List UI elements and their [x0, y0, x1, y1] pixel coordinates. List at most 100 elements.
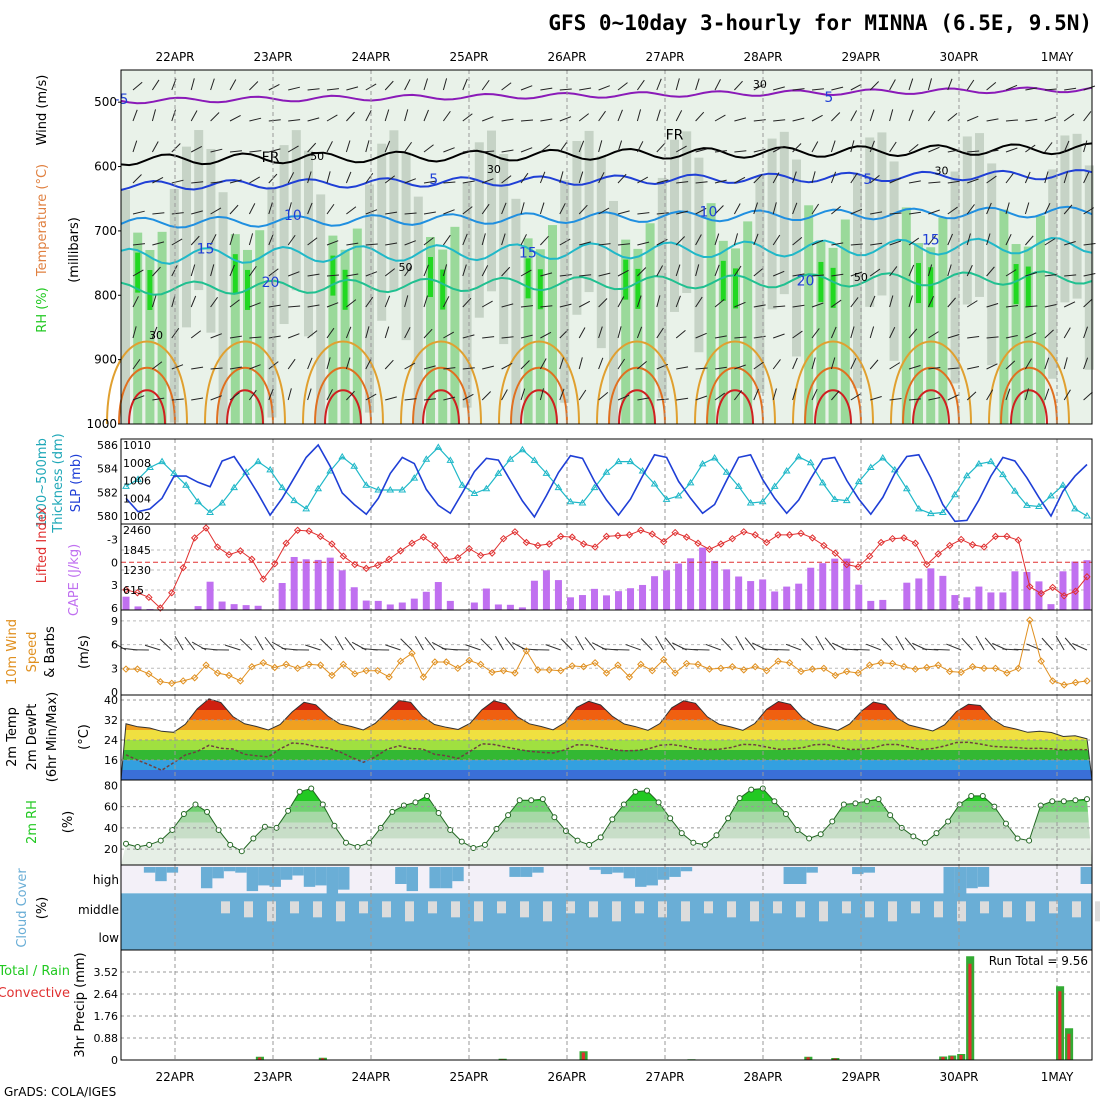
wind-speed-point: [1014, 664, 1023, 673]
thickness-point: [674, 491, 683, 499]
rh-contour-label: 30: [149, 329, 163, 342]
wind-barb: [908, 398, 921, 401]
surface-wind-barb: [1055, 635, 1065, 651]
wind-barb: [986, 202, 992, 215]
cape-bar: [398, 602, 406, 610]
lifted-index-point: [991, 532, 1000, 541]
wind-speed-point: [888, 659, 897, 668]
wind-barb: [870, 242, 883, 246]
warm-contour: [792, 340, 874, 425]
thickness-point: [602, 468, 611, 475]
cape-tick-label: 2460: [123, 524, 151, 537]
wind-barb: [443, 147, 455, 153]
wind-barb: [889, 240, 902, 246]
rh-point: [806, 835, 813, 842]
wind-speed-point: [511, 669, 519, 677]
wind-barb: [540, 87, 553, 91]
wind-barb: [442, 264, 448, 277]
lifted-index-point: [145, 593, 153, 602]
wind-barb: [947, 206, 958, 215]
wind-barb: [481, 233, 486, 246]
wind-barb: [1005, 119, 1018, 122]
wind-barb: [772, 388, 777, 401]
warm-contour: [596, 340, 678, 425]
wind-speed-point: [293, 664, 302, 673]
cloud-high-bar: [806, 867, 818, 873]
wind-barb: [287, 358, 296, 370]
wind-barb: [927, 110, 936, 122]
date-label-bottom: 23APR: [253, 1070, 292, 1084]
cape-bar: [554, 580, 562, 610]
wind-barb: [869, 109, 875, 122]
wind-barb: [1083, 85, 1096, 91]
rh-point: [204, 808, 211, 815]
rh-shade: [962, 136, 972, 305]
cloud-gap: [1072, 901, 1081, 918]
wind-barb: [1044, 171, 1049, 184]
thickness-tick-label: 586: [97, 439, 118, 452]
thickness-point: [518, 445, 527, 453]
wind-barb: [443, 209, 455, 215]
cloud-high-bar: [1080, 867, 1092, 884]
rh-shade: [743, 221, 753, 424]
cape-bar: [663, 570, 671, 610]
wind-barb: [927, 295, 935, 308]
cape-bar: [819, 563, 827, 610]
wind-barb: [908, 328, 918, 339]
wind-barb: [850, 326, 855, 339]
lifted-index-point: [1083, 573, 1091, 581]
temp-band: [121, 770, 1092, 780]
wind-barb: [637, 360, 647, 370]
wind-barb: [831, 86, 844, 91]
thickness-point: [734, 482, 743, 489]
cloud-high-bar: [589, 867, 601, 870]
wind-barb: [210, 395, 222, 401]
cape-bar: [338, 570, 346, 610]
wind-barb: [811, 328, 820, 339]
wind-speed-point: [911, 665, 920, 673]
wind-barb: [151, 326, 158, 339]
wind-barb: [831, 390, 840, 401]
lifted-index-point: [602, 532, 611, 541]
cloud-midlow-fill: [121, 893, 1092, 950]
wind-speed-point: [351, 670, 359, 678]
wind-barb: [598, 391, 609, 401]
wind-barb: [1044, 303, 1057, 308]
wind-barb: [152, 241, 165, 246]
rh-high-shade: [135, 252, 141, 293]
warm-contour: [902, 367, 960, 425]
cape-bar: [254, 605, 262, 610]
wind-barb: [676, 397, 689, 401]
lifted-index-point: [1071, 587, 1080, 595]
wind-barb: [481, 300, 493, 308]
surface-wind-barb: [1013, 648, 1030, 651]
wind-barb: [288, 305, 301, 308]
wind-barb: [307, 304, 320, 308]
wind-barb: [365, 393, 377, 401]
wind-speed-point: [522, 647, 531, 655]
rh-shade: [523, 238, 533, 424]
wind-speed-point: [991, 664, 1000, 673]
cape-bar: [350, 587, 358, 610]
wind-barb: [656, 363, 669, 370]
wind-barb: [830, 326, 837, 339]
cloud-high-bar: [166, 867, 179, 873]
wind-barb: [210, 333, 222, 339]
cloud-gap: [1095, 901, 1100, 922]
cloud-high-bar: [246, 867, 259, 892]
wind-barb: [598, 140, 603, 153]
rh-high-shade: [720, 260, 726, 301]
wind-speed-point: [900, 663, 908, 671]
wind-barb: [210, 181, 223, 184]
wind-barb: [249, 364, 261, 370]
lifted-index-point: [351, 560, 359, 569]
surface-wind-barb: [720, 638, 733, 651]
wind-barb: [986, 149, 999, 153]
cloud-axis-label: Cloud Cover: [15, 868, 30, 948]
temp2m-axis-label-1: 2m Temp: [5, 707, 20, 767]
wind-barb: [540, 235, 549, 246]
rh-point: [505, 812, 512, 819]
surface-wind-barb: [655, 635, 665, 651]
wind10m-axis-label-2: Speed: [25, 632, 40, 673]
rh-shade: [511, 198, 521, 424]
